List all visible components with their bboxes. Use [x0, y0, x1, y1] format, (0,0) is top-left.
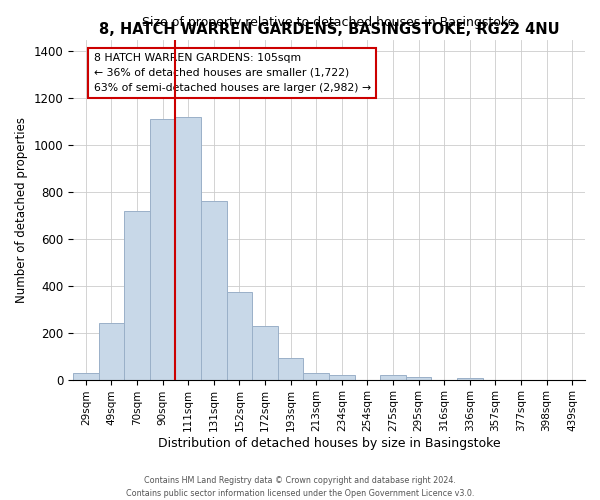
Bar: [252, 326, 278, 380]
Bar: [98, 324, 124, 380]
Bar: [380, 376, 406, 380]
Text: 8 HATCH WARREN GARDENS: 105sqm
← 36% of detached houses are smaller (1,722)
63% : 8 HATCH WARREN GARDENS: 105sqm ← 36% of …: [94, 53, 371, 93]
Bar: [304, 373, 329, 380]
X-axis label: Distribution of detached houses by size in Basingstoke: Distribution of detached houses by size …: [158, 437, 500, 450]
Bar: [201, 202, 227, 380]
Bar: [457, 378, 482, 380]
Text: Contains HM Land Registry data © Crown copyright and database right 2024.
Contai: Contains HM Land Registry data © Crown c…: [126, 476, 474, 498]
Y-axis label: Number of detached properties: Number of detached properties: [15, 116, 28, 302]
Bar: [73, 372, 98, 380]
Bar: [175, 117, 201, 380]
Bar: [124, 210, 150, 380]
Title: 8, HATCH WARREN GARDENS, BASINGSTOKE, RG22 4NU: 8, HATCH WARREN GARDENS, BASINGSTOKE, RG…: [99, 22, 559, 37]
Bar: [406, 378, 431, 380]
Bar: [227, 292, 252, 380]
Bar: [278, 358, 304, 380]
Text: Size of property relative to detached houses in Basingstoke: Size of property relative to detached ho…: [142, 16, 516, 30]
Bar: [329, 376, 355, 380]
Bar: [150, 120, 175, 380]
